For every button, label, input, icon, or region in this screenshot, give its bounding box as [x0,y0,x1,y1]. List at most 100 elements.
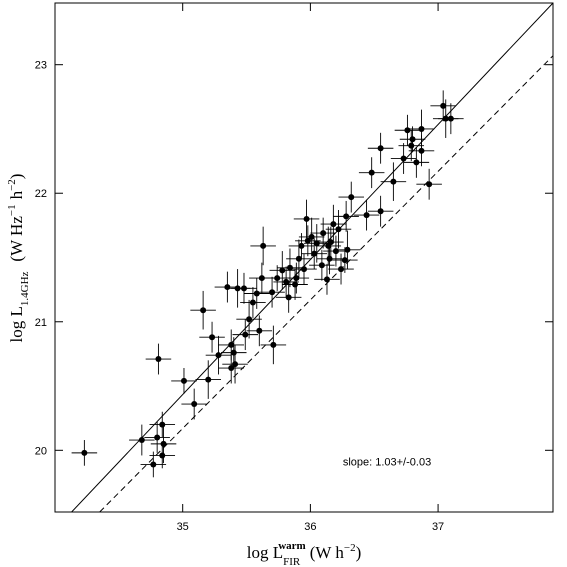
point [269,289,276,296]
x-tick-label: 37 [432,521,444,533]
point [154,434,161,441]
point [160,440,167,447]
point [286,264,293,271]
x-axis-label: log LFIR warm (W h−2) [247,540,362,567]
point [138,437,145,444]
point [400,155,407,162]
x-label-unit: (W h [310,543,345,562]
point [363,212,370,219]
y-label-main: log L [7,306,26,342]
y-tick-label: 23 [35,60,47,72]
point [335,226,342,233]
point [418,147,425,154]
y-label-sub: 1.4GHz [19,271,31,306]
point [409,136,416,143]
point [304,237,311,244]
y-label-h: h [7,190,26,199]
point [320,230,327,237]
point [344,246,351,253]
point [343,213,350,220]
point [228,341,235,348]
point [332,248,339,255]
y-label-unit: (W Hz [7,216,26,262]
x-label-sub: FIR [283,556,301,567]
point [298,242,305,249]
point [447,115,454,122]
point [408,142,415,149]
y-label-exp2: −2 [6,179,18,191]
y-tick-label: 22 [35,188,47,200]
plot-area [71,3,553,512]
point [240,285,247,292]
point [230,349,237,356]
point [413,159,420,166]
point [338,266,345,273]
point [159,452,166,459]
point [209,334,216,341]
point [295,255,302,262]
point [205,376,212,383]
point [81,449,88,456]
fit-line [99,55,553,512]
point [293,275,300,282]
point [249,299,256,306]
point [285,294,292,301]
point [390,178,397,185]
annotation: slope: 1.03+/-0.03 [343,457,431,469]
point [323,276,330,283]
point [256,327,263,334]
point [377,208,384,215]
point [292,281,299,288]
point [232,361,239,368]
plot-frame [54,2,554,513]
point [253,290,260,297]
x-label-sup: warm [278,540,306,552]
x-tick-label: 35 [177,521,189,533]
point [440,102,447,109]
point [311,250,318,257]
point [283,278,290,285]
point [313,240,320,247]
y-tick-label: 21 [35,317,47,329]
point [368,169,375,176]
point [341,257,348,264]
point [215,352,222,359]
point [308,233,315,240]
point [326,255,333,262]
y-label-close: ) [7,174,26,180]
point [318,262,325,269]
x-tick-label: 36 [304,521,316,533]
point [260,242,267,249]
point [301,266,307,273]
point [426,181,433,188]
point [155,356,162,363]
point [224,284,231,291]
point [200,307,207,314]
point [303,215,310,222]
point [377,145,384,152]
point [327,239,334,246]
y-tick-label: 20 [35,445,47,457]
point [330,221,337,228]
y-label-exp1: −1 [6,204,18,216]
point [270,341,277,348]
point [258,275,265,282]
point [274,275,281,282]
x-label-exp: −2 [344,542,356,554]
fit-line [71,3,553,512]
point [242,331,249,338]
x-label-close: ) [356,543,362,562]
y-axis-label: log L1.4GHz (W Hz−1 h−2) [6,174,31,343]
point [246,316,253,323]
point [191,401,198,408]
point [404,127,411,134]
point [150,461,157,468]
point [348,194,355,201]
point [279,267,286,274]
point [180,377,187,384]
point [159,421,166,428]
point [418,125,425,132]
x-label-main: log L [247,543,283,562]
point [228,365,235,372]
